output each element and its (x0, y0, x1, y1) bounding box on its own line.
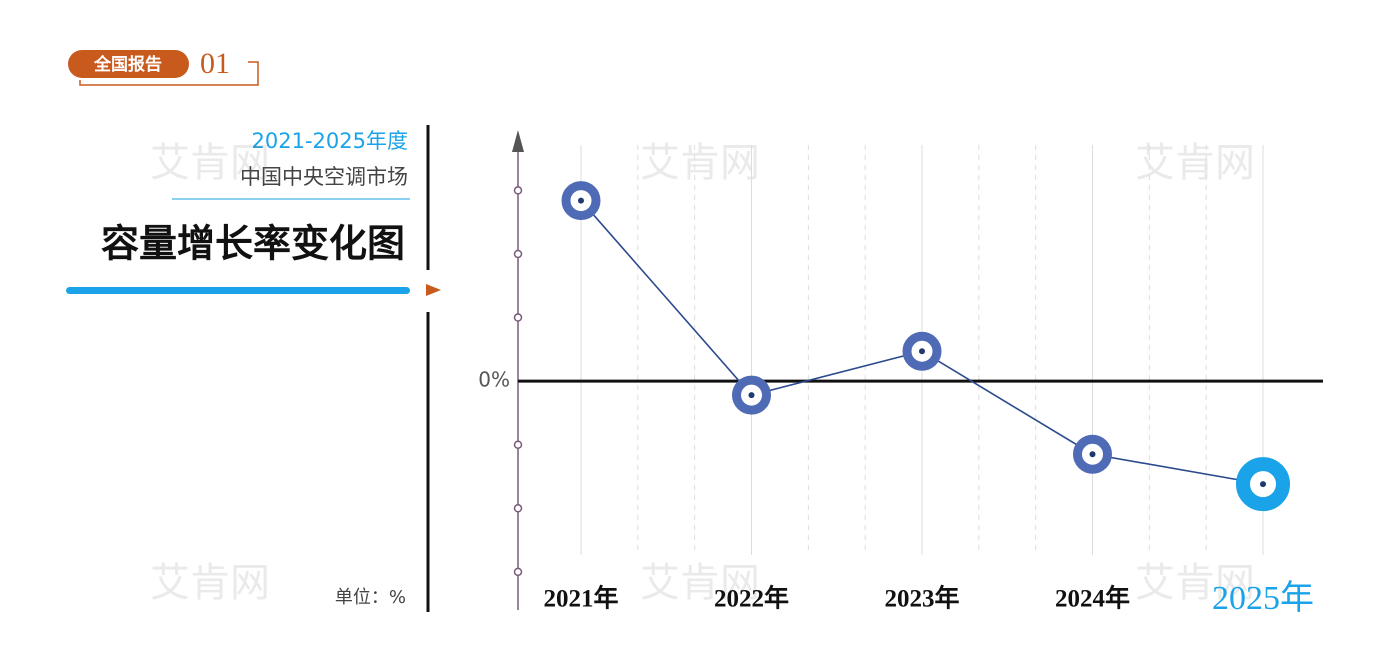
badge-bracket (79, 61, 259, 86)
watermark: 艾肯网 (150, 140, 270, 186)
watermark: 艾肯网 (640, 560, 760, 606)
subtitle2: 中国中央空调市场 (240, 165, 408, 189)
x-tick-label: 2023年 (884, 584, 959, 613)
y-minor-tick (513, 504, 523, 513)
badge-text: 全国报告 (93, 54, 162, 75)
x-tick-label: 2021年 (543, 584, 618, 613)
point-center (1089, 451, 1096, 458)
point-center (578, 197, 584, 204)
watermark: 艾肯网 (1135, 140, 1255, 186)
x-tick-label: 2025年 (1212, 579, 1314, 617)
y-minor-tick (513, 249, 523, 259)
chart-title: 容量增长率变化图 (101, 224, 405, 266)
badge-pill (68, 50, 189, 78)
unit-label: 单位：% (335, 587, 406, 608)
watermark: 艾肯网 (150, 560, 270, 606)
x-tick-label: 2024年 (1055, 584, 1130, 613)
y-axis-arrow (512, 130, 524, 152)
watermark: 艾肯网 (1135, 560, 1255, 606)
y-minor-tick (513, 313, 523, 322)
point-center (1260, 481, 1266, 488)
x-tick-label: 2022年 (714, 584, 789, 613)
subtitle: 2021-2025年度 (252, 129, 408, 153)
y-tick-label: 0% (478, 368, 510, 392)
y-minor-tick (513, 186, 523, 195)
point-center (919, 348, 925, 355)
watermark: 艾肯网 (640, 140, 760, 186)
title-bar (66, 287, 410, 294)
badge-number: 01 (200, 47, 230, 80)
pointer (426, 284, 441, 296)
point-center (748, 392, 755, 399)
y-minor-tick (513, 567, 523, 577)
y-minor-tick (513, 440, 523, 449)
watermarks: 艾肯网 艾肯网 艾肯网 艾肯网 艾肯网 艾肯网 (150, 140, 1255, 606)
